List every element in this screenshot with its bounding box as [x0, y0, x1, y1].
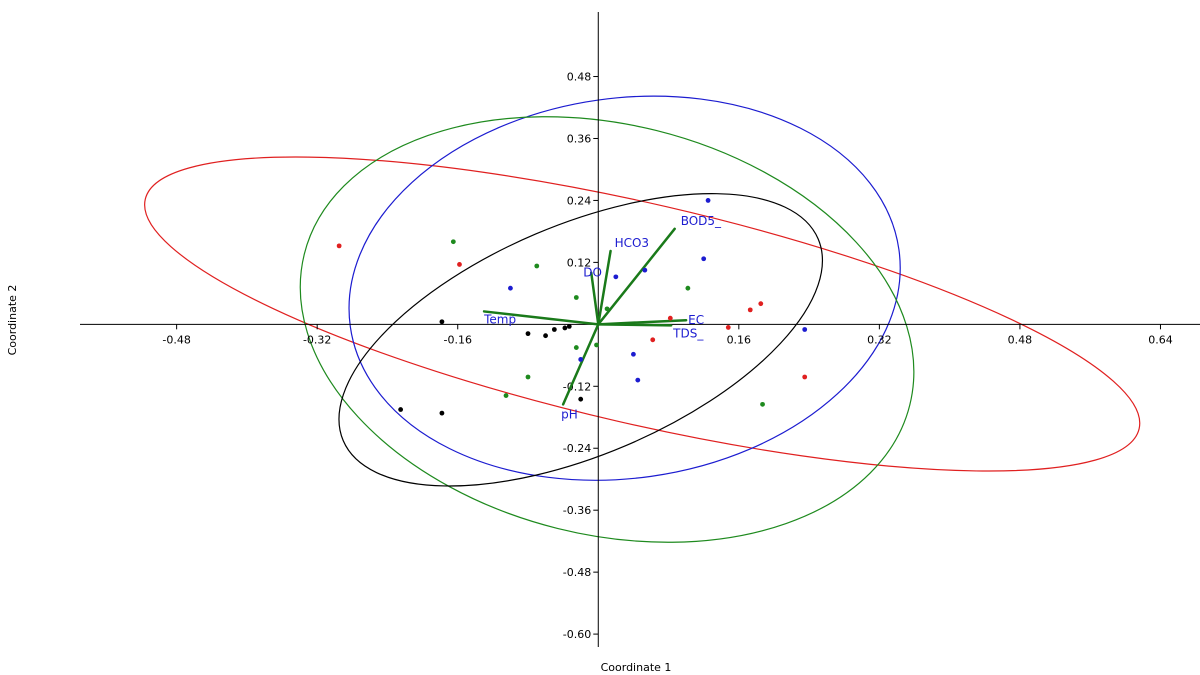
data-point: [635, 377, 641, 383]
y-tick-label: -0.24: [563, 442, 591, 455]
x-tick-label: -0.48: [162, 333, 190, 346]
x-tick-label: -0.32: [303, 333, 331, 346]
y-tick-label: -0.12: [563, 380, 591, 393]
group-ellipse: [338, 193, 824, 487]
axis-ticks: -0.48 -0.32 -0.16 0.16 0.32 0.48 0.64 0.48 0.36 0…: [162, 71, 1172, 642]
data-point: [802, 374, 808, 380]
x-tick-label: 0.48: [1008, 333, 1033, 346]
vector-label: Temp: [483, 312, 516, 326]
data-point: [725, 325, 731, 330]
vector-line: [482, 310, 600, 326]
vector-label: TDS_: [672, 326, 704, 340]
data-point: [551, 327, 557, 332]
data-point: [604, 306, 610, 312]
y-tick-label: 0.24: [567, 194, 592, 207]
group-ellipse: [144, 156, 1141, 472]
data-point: [439, 319, 445, 325]
data-point: [543, 333, 548, 339]
x-tick-label: 0.64: [1148, 333, 1173, 346]
y-tick-label: -0.48: [563, 566, 591, 579]
data-point: [503, 393, 509, 398]
vector-label: HCO3: [615, 236, 649, 250]
y-tick-label: 0.36: [567, 132, 592, 145]
data-point: [631, 351, 636, 357]
data-point: [613, 274, 619, 280]
data-point: [398, 407, 404, 412]
vector-line: [597, 227, 676, 326]
vector-line: [561, 323, 600, 406]
x-axis-title: Coordinate 1: [601, 661, 672, 674]
data-point: [802, 327, 808, 332]
data-point: [578, 396, 584, 402]
data-point: [450, 239, 456, 245]
y-axis-title: Coordinate 2: [6, 285, 19, 356]
vector-label: DO: [583, 266, 602, 280]
x-tick-label: 0.16: [727, 333, 752, 346]
data-point: [667, 315, 673, 321]
data-point: [594, 342, 599, 348]
data-point: [566, 324, 572, 329]
vector-label: EC: [688, 313, 704, 327]
group-ellipse: [348, 95, 901, 481]
y-tick-label: 0.12: [567, 256, 592, 269]
data-point: [701, 256, 707, 262]
data-points: [336, 198, 808, 416]
data-point: [534, 263, 540, 269]
data-point: [508, 285, 513, 291]
data-point: [336, 243, 342, 249]
vector-label: pH: [561, 407, 578, 421]
vector-line: [597, 323, 673, 327]
data-point: [573, 345, 579, 350]
y-tick-label: -0.36: [563, 504, 591, 517]
data-point: [578, 357, 584, 362]
data-point: [760, 401, 765, 407]
data-point: [525, 331, 531, 337]
data-point: [747, 307, 753, 313]
vector-line: [597, 249, 612, 326]
vector-line: [589, 271, 600, 326]
group-ellipse: [299, 116, 915, 543]
data-point: [525, 374, 531, 380]
data-point: [705, 198, 711, 203]
data-point: [573, 295, 579, 300]
data-point: [562, 325, 568, 331]
y-tick-label: -0.60: [563, 628, 591, 641]
confidence-ellipses: [144, 95, 1141, 543]
x-tick-label: 0.32: [867, 333, 892, 346]
data-point: [642, 267, 648, 273]
data-point: [457, 262, 462, 267]
data-point: [685, 285, 691, 291]
vector-label: BOD5_: [681, 214, 722, 228]
data-point: [439, 410, 445, 416]
x-tick-label: -0.16: [443, 333, 471, 346]
data-point: [650, 337, 656, 343]
y-tick-label: 0.48: [567, 71, 592, 84]
data-point: [758, 301, 764, 307]
